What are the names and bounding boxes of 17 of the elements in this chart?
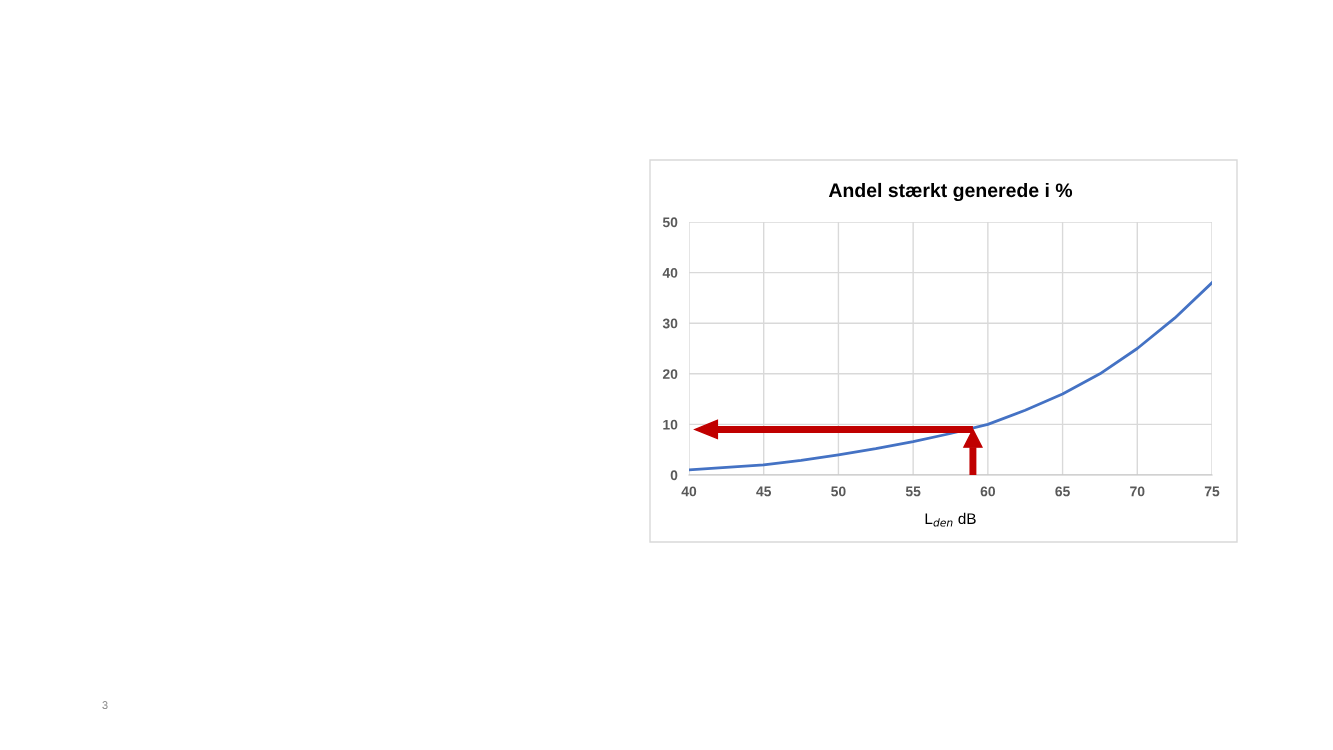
y-tick-label: 50	[662, 217, 678, 228]
x-tick-label: 50	[831, 486, 846, 497]
x-tick-label: 65	[1055, 486, 1070, 497]
x-tick-label: 45	[756, 486, 772, 497]
y-tick-label: 30	[662, 318, 678, 329]
x-tick-label: 40	[681, 486, 697, 497]
x-tick-label: 75	[1204, 486, 1220, 497]
x-tick-label: 55	[905, 486, 921, 497]
y-tick-label: 10	[663, 419, 678, 430]
x-tick-label: 70	[1130, 486, 1145, 497]
x-tick-label: 60	[980, 486, 996, 497]
x-axis-title: L$_{den}$ dB	[925, 512, 976, 527]
chart-title: Andel stærkt generede i %	[828, 182, 1073, 202]
y-tick-label: 0	[670, 470, 678, 481]
text: 3	[102, 701, 108, 709]
y-tick-label: 40	[662, 267, 678, 278]
y-tick-label: 20	[662, 369, 678, 379]
